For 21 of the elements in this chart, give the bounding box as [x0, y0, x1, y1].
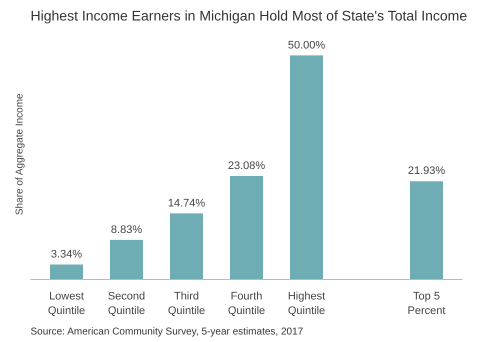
data-label: 21.93% [408, 165, 446, 178]
x-tick-label: Fourth Quintile [228, 290, 266, 317]
chart-title: Highest Income Earners in Michigan Hold Most of State's Total Income [30, 8, 468, 24]
data-label: 8.83% [110, 224, 142, 236]
x-tick-label: Second Quintile [108, 290, 146, 317]
data-label: 14.74% [168, 197, 206, 210]
bar [410, 181, 443, 280]
data-label: 3.34% [50, 248, 82, 261]
x-tick-label: Third Quintile [168, 290, 206, 317]
x-tick-label: Lowest Quintile [48, 290, 86, 317]
bar [170, 213, 203, 280]
x-tick-label: Highest Quintile [288, 290, 326, 317]
data-label: 50.00% [288, 39, 326, 52]
bar [290, 55, 323, 280]
source-note: Source: American Community Survey, 5-year estimates, 2017 [30, 326, 304, 338]
bar [110, 240, 143, 280]
data-label: 23.08% [228, 160, 266, 172]
x-tick-label: Top 5 Percent [408, 290, 446, 317]
bar [230, 176, 263, 280]
bar [50, 264, 83, 280]
y-axis-title: Share of Aggregate Income [14, 92, 26, 216]
